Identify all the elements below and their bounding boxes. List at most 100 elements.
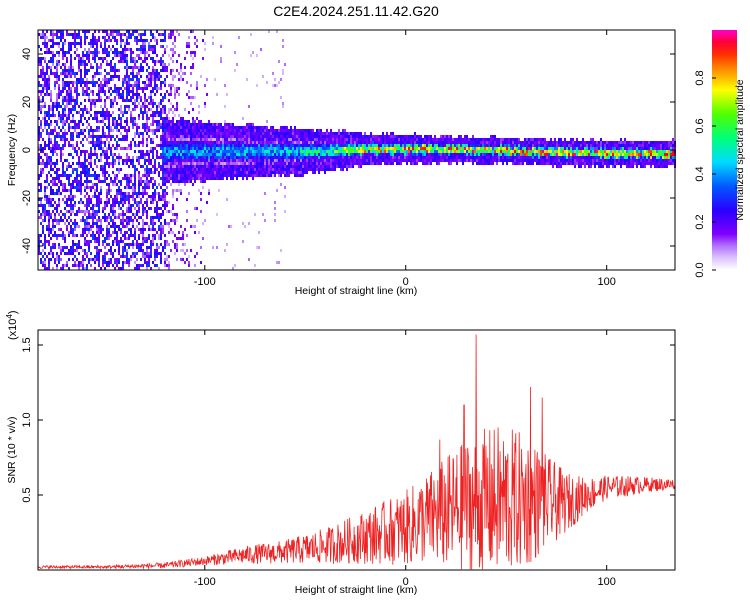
heatmap-cell xyxy=(296,138,298,141)
heatmap-cell xyxy=(106,96,108,99)
heatmap-cell xyxy=(114,147,116,150)
heatmap-cell xyxy=(292,129,294,132)
heatmap-cell xyxy=(168,255,170,258)
heatmap-cell xyxy=(164,252,166,255)
heatmap-cell xyxy=(266,162,268,165)
heatmap-cell xyxy=(136,192,138,195)
heatmap-cell xyxy=(72,222,74,225)
heatmap-cell xyxy=(84,156,86,159)
heatmap-cell xyxy=(136,54,138,57)
heatmap-cell xyxy=(70,153,72,156)
heatmap-cell xyxy=(64,51,66,54)
heatmap-cell xyxy=(220,177,222,180)
heatmap-cell xyxy=(144,99,146,102)
heatmap-cell xyxy=(324,141,326,144)
heatmap-cell xyxy=(96,189,98,192)
heatmap-cell xyxy=(118,117,120,120)
heatmap-cell xyxy=(64,171,66,174)
heatmap-cell xyxy=(102,165,104,168)
heatmap-cell xyxy=(300,138,302,141)
heatmap-cell xyxy=(202,165,204,168)
heatmap-cell xyxy=(142,111,144,114)
heatmap-cell xyxy=(192,156,194,159)
heatmap-cell xyxy=(116,141,118,144)
heatmap-cell xyxy=(38,117,40,120)
heatmap-cell xyxy=(132,186,134,189)
heatmap-cell xyxy=(100,156,102,159)
heatmap-cell xyxy=(134,192,136,195)
heatmap-cell xyxy=(84,204,86,207)
heatmap-cell xyxy=(106,138,108,141)
heatmap-cell xyxy=(190,159,192,162)
heatmap-cell xyxy=(46,177,48,180)
heatmap-cell xyxy=(196,129,198,132)
heatmap-cell xyxy=(132,234,134,237)
heatmap-cell xyxy=(74,261,76,264)
heatmap-cell xyxy=(134,63,136,66)
heatmap-cell xyxy=(160,108,162,111)
heatmap-cell xyxy=(152,198,154,201)
heatmap-cell xyxy=(166,171,168,174)
heatmap-cell xyxy=(154,210,156,213)
heatmap-cell xyxy=(58,60,60,63)
heatmap-cell xyxy=(146,126,148,129)
heatmap-cell xyxy=(258,156,260,159)
heatmap-cell xyxy=(286,165,288,168)
heatmap-cell xyxy=(50,165,52,168)
heatmap-cell xyxy=(208,120,210,123)
heatmap-cell xyxy=(218,177,220,180)
heatmap-cell xyxy=(96,120,98,123)
heatmap-cell xyxy=(168,129,170,132)
heatmap-cell xyxy=(102,87,104,90)
heatmap-cell xyxy=(78,54,80,57)
heatmap-cell xyxy=(172,75,174,78)
heatmap-cell xyxy=(312,159,314,162)
heatmap-cell xyxy=(250,174,252,177)
heatmap-cell xyxy=(64,129,66,132)
heatmap-cell xyxy=(334,147,336,150)
heatmap-cell xyxy=(320,153,322,156)
heatmap-cell xyxy=(106,30,108,33)
heatmap-cell xyxy=(94,114,96,117)
heatmap-cell xyxy=(94,153,96,156)
heatmap-cell xyxy=(210,126,212,129)
heatmap-cell xyxy=(200,177,202,180)
heatmap-cell xyxy=(108,186,110,189)
heatmap-cell xyxy=(284,63,286,66)
heatmap-cell xyxy=(168,231,170,234)
heatmap-cell xyxy=(170,135,172,138)
heatmap-cell xyxy=(288,162,290,165)
heatmap-cell xyxy=(294,129,296,132)
heatmap-cell xyxy=(276,189,278,192)
heatmap-cell xyxy=(360,159,362,162)
heatmap-cell xyxy=(250,150,252,153)
heatmap-cell xyxy=(366,156,368,159)
heatmap-cell xyxy=(300,141,302,144)
heatmap-cell xyxy=(122,99,124,102)
heatmap-cell xyxy=(118,189,120,192)
heatmap-cell xyxy=(124,78,126,81)
heatmap-cell xyxy=(180,123,182,126)
heatmap-cell xyxy=(154,189,156,192)
heatmap-cell xyxy=(352,135,354,138)
heatmap-cell xyxy=(172,207,174,210)
heatmap-cell xyxy=(278,159,280,162)
heatmap-cell xyxy=(138,126,140,129)
heatmap-cell xyxy=(98,141,100,144)
heatmap-cell xyxy=(86,225,88,228)
heatmap-cell xyxy=(100,42,102,45)
heatmap-cell xyxy=(70,228,72,231)
heatmap-cell xyxy=(112,162,114,165)
heatmap-cell xyxy=(136,39,138,42)
heatmap-cell xyxy=(110,225,112,228)
heatmap-cell xyxy=(64,237,66,240)
heatmap-cell xyxy=(160,126,162,129)
heatmap-cell xyxy=(342,129,344,132)
heatmap-cell xyxy=(160,213,162,216)
heatmap-cell xyxy=(328,141,330,144)
heatmap-cell xyxy=(200,210,202,213)
heatmap-cell xyxy=(194,120,196,123)
heatmap-cell xyxy=(152,87,154,90)
heatmap-cell xyxy=(138,150,140,153)
heatmap-cell xyxy=(130,48,132,51)
